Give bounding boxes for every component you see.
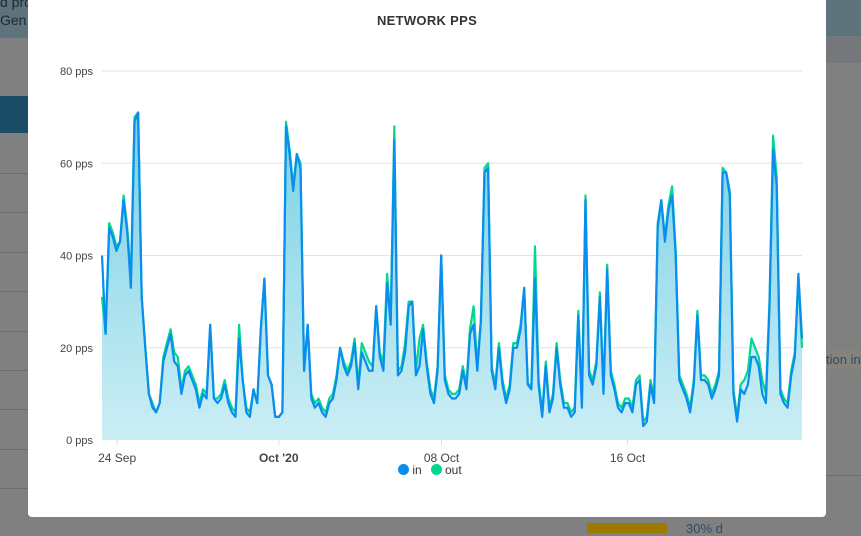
background-divider	[826, 475, 861, 476]
background-bottom-text: 30% d	[686, 521, 723, 536]
y-tick-label: 0 pps	[66, 435, 93, 447]
background-divider	[0, 331, 28, 332]
legend-in-label[interactable]: in	[412, 462, 422, 477]
background-divider	[0, 212, 28, 213]
chart-legend: in out	[28, 462, 826, 477]
x-tick-label: 16 Oct	[610, 451, 646, 465]
legend-out-marker	[431, 464, 442, 476]
x-tick-label: Oct '20	[259, 451, 299, 465]
background-header-text-1: d pro	[0, 0, 32, 10]
y-tick-label: 20 pps	[60, 343, 94, 355]
legend-in-marker	[398, 464, 410, 476]
background-badge	[587, 523, 667, 533]
y-tick-label: 60 pps	[60, 158, 94, 170]
legend-out-label[interactable]: out	[445, 462, 462, 477]
chart-title: NETWORK PPS	[376, 13, 478, 28]
line-in	[100, 111, 804, 428]
background-divider	[0, 488, 28, 489]
background-header-text-2: Gen	[0, 12, 27, 28]
chart-modal: NETWORK PPS 0 pps 20 pps 40 pps 60 pps 80 pp…	[28, 0, 826, 517]
network-pps-chart: 0 pps 20 pps 40 pps 60 pps 80 pps 24 Sep Oct …	[60, 66, 804, 465]
background-divider	[0, 409, 28, 410]
y-tick-label: 80 pps	[60, 66, 94, 78]
x-tick-label: 08 Oct	[424, 451, 460, 465]
background-right-strip	[826, 35, 861, 63]
x-tick-label: 24 Sep	[98, 451, 136, 465]
background-divider	[0, 173, 28, 174]
background-divider	[0, 252, 28, 253]
line-out	[100, 111, 804, 423]
background-divider	[0, 449, 28, 450]
y-tick-label: 40 pps	[60, 251, 94, 263]
area-in	[102, 112, 802, 440]
background-divider	[0, 291, 28, 292]
background-divider	[0, 370, 28, 371]
background-selected-row	[0, 96, 28, 133]
background-right-text: tion int	[826, 350, 861, 369]
